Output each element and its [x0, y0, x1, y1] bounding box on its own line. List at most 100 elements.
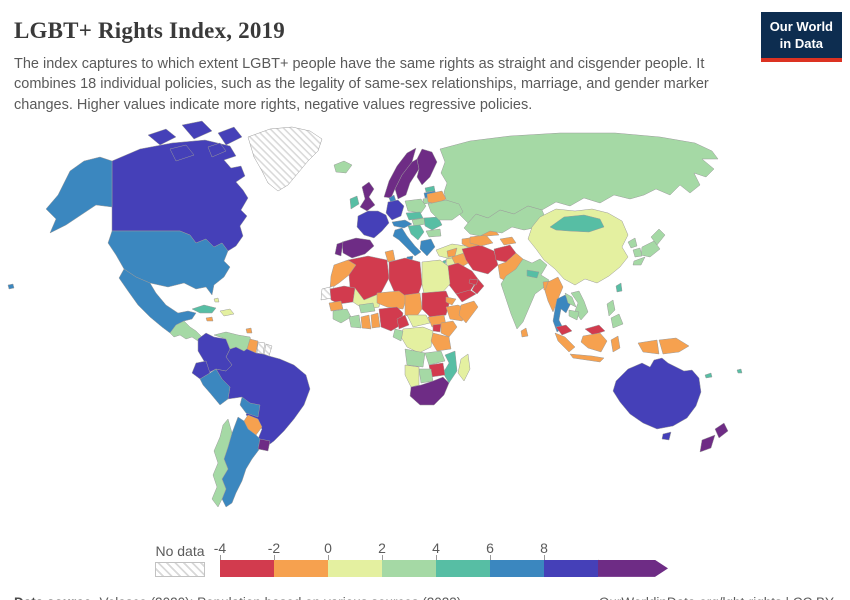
region-sri-lanka[interactable] [520, 327, 529, 338]
legend-segment--4to-2[interactable]: -4 [214, 540, 274, 577]
region-angola[interactable] [404, 348, 426, 368]
region-chile[interactable] [211, 418, 233, 508]
region-fiji[interactable] [736, 368, 743, 374]
region-arctic-island[interactable] [169, 144, 195, 162]
region-tanzania[interactable] [430, 332, 452, 352]
region-cameroon[interactable] [396, 314, 410, 330]
region-hispaniola[interactable] [219, 308, 235, 317]
region-iceland[interactable] [333, 160, 353, 174]
region-tunisia[interactable] [384, 249, 396, 263]
legend-segment-10+[interactable]: 10 [598, 560, 668, 577]
region-france[interactable] [356, 210, 390, 239]
region-bolivia[interactable] [239, 396, 261, 418]
legend-segment-2to4[interactable]: 2 [378, 540, 436, 577]
region-uk[interactable] [359, 181, 376, 212]
region-russia[interactable] [439, 132, 719, 224]
region-italy[interactable] [392, 227, 422, 257]
region-balkans[interactable] [407, 224, 425, 241]
region-jamaica[interactable] [205, 316, 214, 322]
region-norway[interactable] [383, 147, 417, 199]
region-kenya[interactable] [440, 320, 458, 338]
region-eritrea[interactable] [445, 296, 457, 306]
owid-logo[interactable]: Our World in Data [760, 12, 842, 62]
region-indonesia-kalimantan[interactable] [580, 332, 608, 353]
region-new-caledonia[interactable] [704, 372, 713, 379]
region-australia[interactable] [612, 357, 702, 430]
region-zambia[interactable] [424, 350, 446, 366]
legend-segment-0to2[interactable]: 0 [324, 540, 382, 577]
region-cambodia[interactable] [568, 309, 580, 321]
region-niger[interactable] [376, 290, 408, 310]
region-botswana[interactable] [418, 368, 434, 384]
region-trinidad[interactable] [245, 327, 253, 334]
region-arctic-island[interactable] [181, 120, 213, 140]
legend-no-data[interactable]: No data [155, 543, 205, 577]
region-guinea[interactable] [332, 308, 352, 324]
region-mauritania[interactable] [329, 285, 356, 305]
region-ghana[interactable] [360, 314, 372, 330]
region-greenland[interactable] [247, 126, 323, 192]
region-vietnam[interactable] [570, 290, 589, 321]
region-egypt[interactable] [421, 259, 451, 295]
region-indonesia-sulawesi[interactable] [610, 335, 621, 353]
region-french-guiana[interactable] [263, 343, 273, 357]
region-tasmania[interactable] [661, 431, 672, 441]
region-uganda[interactable] [432, 323, 442, 333]
region-papua-new-guinea[interactable] [658, 337, 690, 355]
region-philippines[interactable] [606, 299, 616, 317]
region-mali[interactable] [352, 287, 382, 311]
region-dr-congo[interactable] [400, 326, 434, 354]
region-somalia[interactable] [458, 300, 479, 324]
region-suriname[interactable] [256, 341, 266, 355]
region-taiwan[interactable] [615, 282, 623, 293]
region-finland[interactable] [416, 148, 438, 186]
region-indonesia-papua[interactable] [637, 339, 660, 355]
region-madagascar[interactable] [457, 353, 471, 382]
region-libya[interactable] [388, 257, 423, 299]
region-mexico[interactable] [118, 268, 197, 334]
region-south-africa[interactable] [409, 376, 450, 406]
region-mongolia[interactable] [549, 214, 605, 233]
region-south-korea[interactable] [632, 247, 643, 258]
region-iran[interactable] [461, 244, 499, 275]
region-ireland[interactable] [349, 195, 360, 210]
region-japan[interactable] [632, 256, 646, 266]
region-hawaii[interactable] [7, 283, 15, 290]
region-burkina-faso[interactable] [358, 302, 376, 314]
region-bulgaria[interactable] [425, 228, 442, 238]
region-north-korea[interactable] [627, 237, 638, 249]
region-germany[interactable] [385, 199, 405, 221]
region-greece[interactable] [419, 238, 436, 257]
region-mozambique[interactable] [442, 350, 458, 384]
region-portugal[interactable] [334, 241, 344, 257]
region-indonesia-sumatra[interactable] [554, 332, 576, 353]
region-spain[interactable] [341, 237, 375, 259]
region-laos[interactable] [564, 292, 577, 308]
region-namibia[interactable] [404, 364, 420, 388]
region-yemen[interactable] [455, 289, 477, 303]
region-arctic-island[interactable] [217, 126, 243, 146]
region-cuba[interactable] [191, 304, 217, 314]
region-philippines[interactable] [610, 313, 624, 329]
region-arctic-island[interactable] [207, 142, 227, 158]
region-uruguay[interactable] [257, 438, 271, 452]
region-alaska[interactable] [45, 156, 113, 234]
region-poland[interactable] [404, 198, 427, 214]
region-congo-gabon[interactable] [392, 328, 404, 342]
region-new-zealand[interactable] [699, 434, 716, 453]
region-uae-qatar[interactable] [468, 278, 479, 286]
legend-segment-6to8[interactable]: 6 [486, 540, 544, 577]
region-togo-benin[interactable] [370, 312, 381, 329]
region-bahamas[interactable] [213, 297, 220, 303]
region-arctic-island[interactable] [147, 128, 177, 146]
region-senegal[interactable] [328, 300, 344, 312]
region-ivory-coast[interactable] [348, 314, 362, 329]
region-malaysia-borneo[interactable] [584, 324, 606, 336]
region-romania[interactable] [423, 216, 443, 231]
region-guyana[interactable] [246, 338, 259, 354]
region-kyrgyzstan-tajikistan[interactable] [499, 236, 517, 246]
region-indonesia-java[interactable] [569, 353, 605, 363]
region-nepal[interactable] [526, 269, 540, 279]
region-chad[interactable] [404, 292, 423, 320]
